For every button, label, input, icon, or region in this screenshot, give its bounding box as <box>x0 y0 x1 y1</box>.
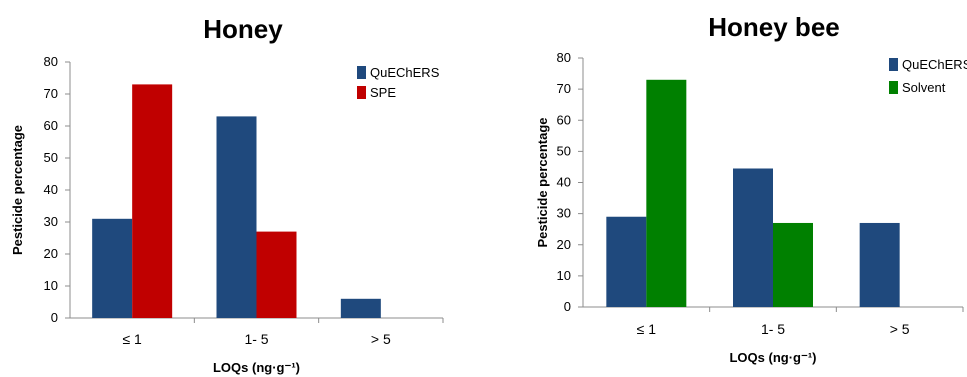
y-tick-label: 80 <box>44 54 58 69</box>
bar-solvent-0 <box>646 79 687 307</box>
y-tick-label: 10 <box>44 278 58 293</box>
y-tick-label: 30 <box>44 214 58 229</box>
y-tick-label: 40 <box>44 182 58 197</box>
legend-swatch <box>357 66 366 79</box>
y-tick-label: 40 <box>557 175 571 190</box>
x-axis-label: LOQs (ng·g⁻¹) <box>729 350 816 365</box>
y-axis-label: Pesticide percentage <box>535 117 550 247</box>
x-tick-label: ≤ 1 <box>637 321 657 337</box>
y-tick-label: 70 <box>557 81 571 96</box>
chart-svg: Honey bee 0 10 20 30 40 50 60 70 80 ≤ 1 1- 5 > 5 LOQs… <box>535 12 967 365</box>
bar-spe-0 <box>132 84 173 319</box>
y-tick-label: 60 <box>557 112 571 127</box>
y-tick-label: 10 <box>557 268 571 283</box>
y-tick-label: 50 <box>557 143 571 158</box>
bar-quechers-0 <box>92 218 133 318</box>
chart-title: Honey bee <box>708 12 840 42</box>
chart-honey-bee: Honey bee 0 10 20 30 40 50 60 70 80 ≤ 1 1- 5 > 5 LOQs… <box>483 0 967 377</box>
bar-quechers-2 <box>340 298 381 318</box>
legend-label: Solvent <box>902 80 946 95</box>
y-tick-label: 80 <box>557 50 571 65</box>
y-tick-label: 0 <box>51 310 58 325</box>
bar-solvent-1 <box>773 222 813 307</box>
y-tick-label: 50 <box>44 150 58 165</box>
legend-swatch <box>889 58 898 71</box>
chart-title: Honey <box>203 14 283 44</box>
legend-swatch <box>889 81 898 94</box>
x-tick-label: > 5 <box>890 321 910 337</box>
y-tick-label: 60 <box>44 118 58 133</box>
legend-label: QuEChERS <box>370 65 440 80</box>
legend: QuEChERS Solvent <box>889 57 967 95</box>
legend-swatch <box>357 86 366 99</box>
legend-label: SPE <box>370 85 396 100</box>
x-axis-label: LOQs (ng·g⁻¹) <box>213 360 300 375</box>
bar-quechers-0 <box>606 216 647 307</box>
legend: QuEChERS SPE <box>357 65 440 100</box>
y-tick-label: 70 <box>44 86 58 101</box>
y-tick-label: 0 <box>564 299 571 314</box>
x-tick-label: 1- 5 <box>244 331 268 347</box>
y-tick-label: 30 <box>557 206 571 221</box>
x-tick-label: > 5 <box>371 331 391 347</box>
y-axis-label: Pesticide percentage <box>10 125 25 255</box>
x-tick-label: ≤ 1 <box>122 331 142 347</box>
bar-quechers-1 <box>216 116 257 319</box>
y-tick-label: 20 <box>44 246 58 261</box>
bar-quechers-1 <box>733 168 773 307</box>
bar-spe-1 <box>256 231 297 318</box>
legend-label: QuEChERS <box>902 57 967 72</box>
x-tick-label: 1- 5 <box>761 321 785 337</box>
y-tick-label: 20 <box>557 237 571 252</box>
chart-svg: Honey 0 10 20 30 40 50 60 70 80 ≤ 1 1- 5 > 5 LOQs (ng… <box>10 14 444 375</box>
bar-quechers-2 <box>859 222 900 307</box>
chart-honey: Honey 0 10 20 30 40 50 60 70 80 ≤ 1 1- 5 > 5 LOQs (ng… <box>0 0 483 377</box>
